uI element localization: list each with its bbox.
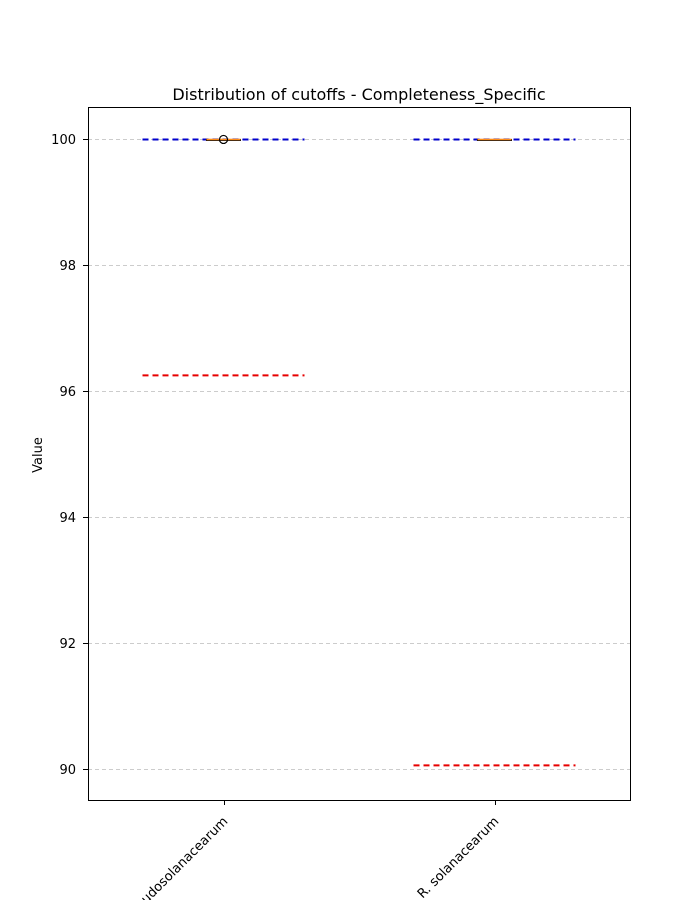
axes: 90 92 94 96 98 100 R. pseudosolanacearum R. sol… bbox=[51, 133, 502, 900]
y-tick-label: 92 bbox=[59, 637, 76, 652]
boxes bbox=[206, 134, 512, 145]
y-tick-label: 90 bbox=[59, 763, 76, 778]
x-tick-label: R. pseudosolanacearum bbox=[110, 814, 231, 900]
y-tick-label: 100 bbox=[51, 133, 76, 148]
grid-layer bbox=[88, 139, 630, 770]
y-tick-label: 94 bbox=[59, 511, 76, 526]
y-tick-label: 96 bbox=[59, 385, 76, 400]
y-tick-label: 98 bbox=[59, 259, 76, 274]
reference-lines bbox=[142, 138, 576, 767]
y-axis-label: Value bbox=[31, 437, 46, 473]
outlier-point bbox=[218, 134, 229, 145]
x-tick-label: R. solanacearum bbox=[415, 814, 502, 900]
plot-frame bbox=[88, 107, 631, 801]
chart-title: Distribution of cutoffs - Completeness_S… bbox=[172, 85, 545, 105]
